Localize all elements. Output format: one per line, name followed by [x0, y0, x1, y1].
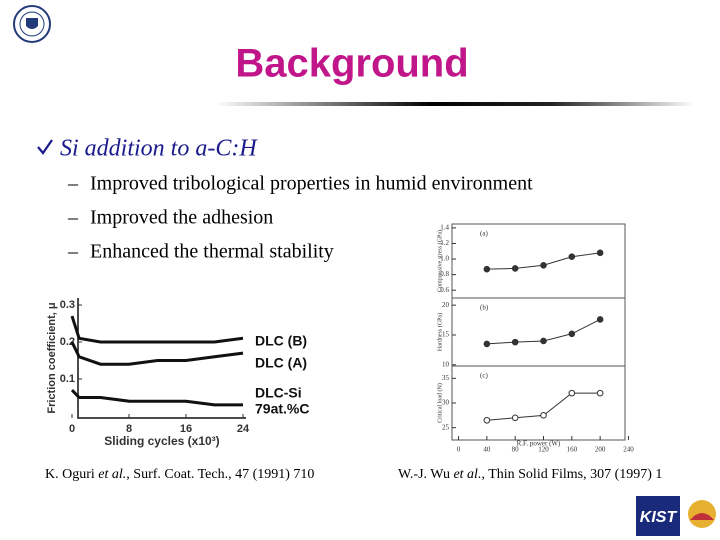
ref-source: , Thin Solid Films, 307 (1997) 1 — [481, 467, 662, 482]
marker — [540, 337, 547, 345]
series-line — [70, 389, 243, 407]
x-tick-label: 16 — [180, 423, 192, 435]
marker — [596, 389, 604, 397]
x-tick-label: 0 — [69, 423, 75, 435]
series-line — [70, 341, 244, 366]
y-tick-label: 0.6 — [440, 286, 449, 294]
y-tick-label: 25 — [442, 423, 450, 431]
ref-author: K. Oguri — [45, 467, 95, 482]
seal-logo — [13, 5, 51, 43]
series-label: DLC (B) — [255, 333, 307, 349]
x-tick-label: 200 — [595, 446, 606, 454]
panel-frame — [451, 223, 626, 299]
y-tick-label: 35 — [442, 374, 450, 382]
panel-label: (c) — [480, 372, 488, 380]
title-rule — [215, 102, 695, 106]
x-tick-label: 80 — [512, 446, 520, 454]
marker — [483, 340, 491, 348]
marker — [511, 265, 519, 272]
sub-bullet: Improved the adhesion — [90, 207, 273, 229]
y-tick-label: 15 — [442, 331, 450, 339]
y-axis-label: Friction coefficient, μ — [46, 302, 58, 413]
x-tick-label: 8 — [126, 423, 132, 435]
y-tick-label: 1.2 — [440, 239, 449, 247]
marker — [596, 249, 604, 257]
marker — [568, 253, 576, 261]
ref-source: , Surf. Coat. Tech., 47 (1991) 710 — [126, 467, 314, 482]
panel-frame — [451, 297, 626, 367]
y-tick-label: 20 — [442, 301, 450, 309]
dash: – — [67, 173, 79, 195]
x-tick-label: 24 — [237, 423, 250, 435]
series-label: DLC-Si — [255, 385, 302, 401]
y-tick-label: 30 — [442, 399, 450, 407]
annotation: 79at.%C — [255, 401, 309, 417]
x-tick-label: 0 — [457, 446, 461, 454]
marker — [568, 330, 576, 338]
ref-etal: et al. — [98, 467, 126, 482]
x-tick-label: 120 — [538, 446, 549, 454]
marker — [511, 414, 519, 422]
kist-logo: KIST — [636, 496, 716, 536]
ref-author: W.-J. Wu — [398, 467, 450, 482]
marker — [540, 261, 547, 269]
marker — [511, 338, 519, 346]
bullet: Si addition to a-C:H — [60, 136, 258, 162]
y-tick-label: 0.1 — [60, 373, 75, 385]
y-tick-label: 0.8 — [440, 270, 449, 278]
series-label: DLC (A) — [255, 355, 307, 371]
panel-label: (b) — [480, 304, 489, 312]
y-tick-label: 1.0 — [440, 255, 449, 263]
panel-label: (a) — [480, 230, 488, 238]
slide-title: Background — [235, 42, 468, 86]
reference: W.-J. Wu et al., Thin Solid Films, 307 (… — [398, 467, 662, 482]
marker — [540, 412, 547, 419]
marker — [483, 416, 491, 424]
reference: K. Oguri et al., Surf. Coat. Tech., 47 (… — [45, 467, 314, 482]
marker — [568, 389, 576, 397]
series-line — [70, 315, 244, 344]
sub-bullet: Enhanced the thermal stability — [90, 241, 334, 263]
x-axis-label: R.F. power (W) — [517, 440, 561, 448]
y-axis-label: Critical load (N) — [436, 383, 443, 423]
x-tick-label: 40 — [483, 446, 491, 454]
logo-text: KIST — [640, 509, 678, 526]
y-tick-label: 1.4 — [440, 224, 449, 232]
x-tick-label: 240 — [623, 446, 634, 454]
panel-frame — [451, 365, 626, 441]
sub-bullet: Improved tribological properties in humi… — [90, 173, 533, 195]
dash: – — [67, 241, 79, 263]
y-tick-label: 0.2 — [60, 336, 75, 348]
y-axis-label: Compressive stress (GPa) — [436, 230, 443, 292]
marker — [596, 316, 604, 323]
marker — [483, 265, 491, 273]
x-axis-label: Sliding cycles (x10³) — [104, 434, 219, 448]
ref-etal: et al. — [453, 467, 481, 482]
check-bullet — [37, 139, 53, 155]
dash: – — [67, 207, 79, 229]
y-tick-label: 10 — [442, 360, 450, 368]
x-tick-label: 160 — [567, 446, 578, 454]
y-tick-label: 0.3 — [60, 299, 75, 311]
y-axis-label: Hardness (GPa) — [436, 313, 443, 351]
